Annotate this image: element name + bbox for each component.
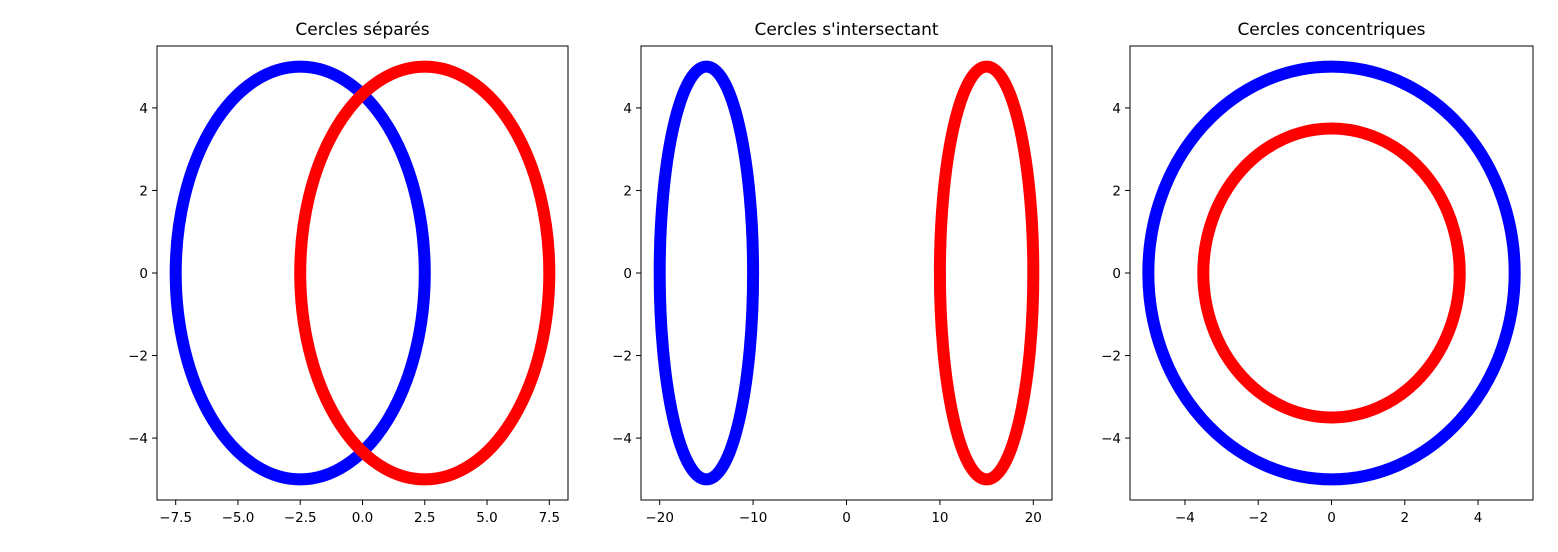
series-ring-1 xyxy=(1142,60,1521,486)
series-ring-2 xyxy=(1197,122,1466,424)
subplot-1: −7.5 −5.0 −2.5 0.0 2.5 5.0 7.5 −4 −2 0 2 4 Cercles s… xyxy=(128,20,569,526)
y-tick-label: −2 xyxy=(1101,349,1121,365)
series-ring-2 xyxy=(294,60,556,486)
x-tick-label: 10 xyxy=(931,510,948,526)
y-tick-label: 2 xyxy=(1112,183,1121,199)
series-group xyxy=(653,60,1040,486)
x-tick-label: 20 xyxy=(1025,510,1042,526)
x-tick-label: −2.5 xyxy=(284,510,317,526)
subplot-3: −4 −2 0 2 4 −4 −2 0 2 4 Cercles concentriques xyxy=(1101,20,1534,526)
y-tick-label: −4 xyxy=(1101,431,1121,447)
x-tick-label: 5.0 xyxy=(476,510,497,526)
series-group xyxy=(1142,60,1521,486)
y-tick-label: −4 xyxy=(128,431,148,447)
x-tick-label: −10 xyxy=(739,510,768,526)
y-tick-label: 0 xyxy=(623,266,632,282)
x-tick-label: −7.5 xyxy=(159,510,192,526)
x-tick-label: 2 xyxy=(1400,510,1409,526)
x-tick-label: −5.0 xyxy=(222,510,255,526)
series-ring-2 xyxy=(933,60,1040,486)
chart-title: Cercles concentriques xyxy=(1237,20,1425,40)
series-ring-1 xyxy=(169,60,431,486)
series-ring-1 xyxy=(653,60,760,486)
y-tick-label: 0 xyxy=(1112,266,1121,282)
x-tick-label: 4 xyxy=(1474,510,1483,526)
x-tick-label: −20 xyxy=(645,510,674,526)
y-tick-label: −2 xyxy=(128,349,148,365)
x-tick-label: −2 xyxy=(1248,510,1268,526)
x-tick-label: 2.5 xyxy=(414,510,435,526)
chart-title: Cercles s'intersectant xyxy=(754,20,938,40)
chart-title: Cercles séparés xyxy=(295,20,429,40)
y-tick-label: 2 xyxy=(139,183,148,199)
x-tick-label: 0 xyxy=(1327,510,1336,526)
y-tick-label: −4 xyxy=(612,431,632,447)
y-tick-label: −2 xyxy=(612,349,632,365)
y-tick-label: 4 xyxy=(139,101,148,117)
x-tick-label: −4 xyxy=(1175,510,1195,526)
x-tick-label: 0.0 xyxy=(352,510,373,526)
y-tick-label: 4 xyxy=(623,101,632,117)
y-tick-label: 2 xyxy=(623,183,632,199)
x-tick-label: 7.5 xyxy=(539,510,560,526)
y-tick-label: 4 xyxy=(1112,101,1121,117)
x-tick-label: 0 xyxy=(842,510,851,526)
axes-frame xyxy=(640,45,1053,501)
axes-frame xyxy=(1129,45,1534,501)
y-tick-label: 0 xyxy=(139,266,148,282)
series-group xyxy=(169,60,556,486)
